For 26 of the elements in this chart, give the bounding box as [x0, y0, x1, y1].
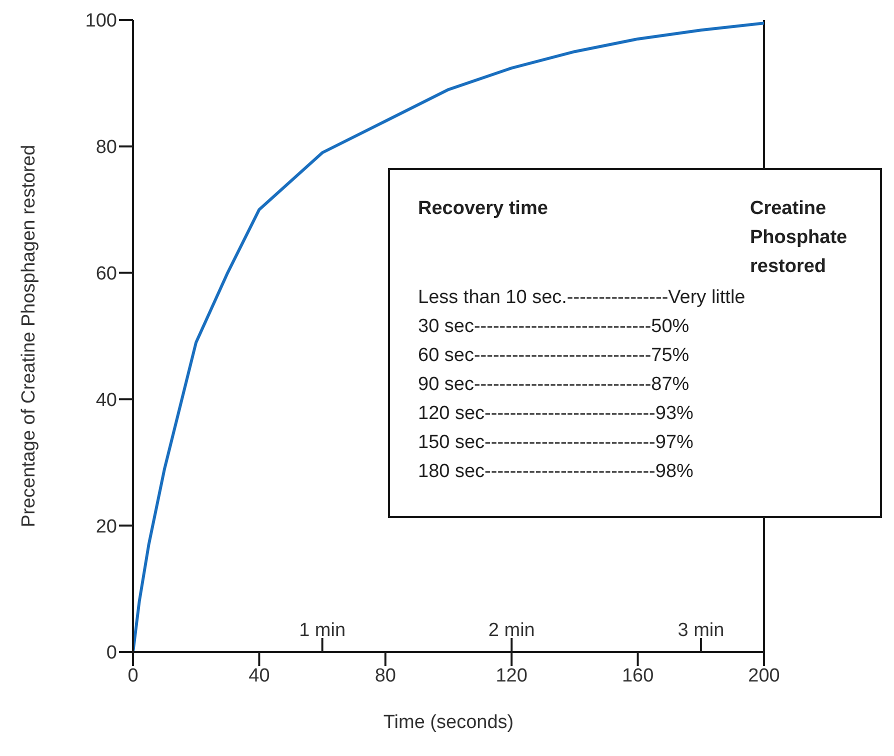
annotation: 60 sec----------------------------75% [418, 344, 690, 368]
x-axis-title: Time (seconds) [383, 712, 514, 733]
annotation: Less than 10 sec.----------------Very little [418, 286, 746, 310]
x2-tick-label: 1 min [299, 620, 346, 641]
annotation: 30 sec----------------------------50% [418, 315, 690, 339]
annotation: 90 sec----------------------------87% [418, 373, 690, 397]
x-tick-label: 40 [248, 665, 270, 686]
y-tick-label: 20 [96, 516, 117, 538]
x2-tick-label: 3 min [678, 620, 724, 641]
x-tick-label: 160 [622, 665, 654, 686]
x-tick-label: 0 [128, 665, 138, 686]
y-tick-label: 80 [96, 137, 117, 158]
annotation: 120 sec---------------------------93% [418, 402, 694, 426]
x-tick-label: 80 [374, 665, 396, 686]
annotation: Creatine Phosphate restored [750, 197, 848, 279]
x-tick-label: 120 [496, 665, 528, 686]
y-tick-label: 0 [106, 642, 117, 664]
y-axis-title: Precentage of Creatine Phosphagen restored [18, 144, 40, 528]
annotation: 180 sec---------------------------98% [418, 460, 694, 484]
annotation: 150 sec---------------------------97% [418, 431, 694, 455]
x2-tick-label: 2 min [488, 620, 535, 641]
y-tick-label: 100 [85, 10, 117, 32]
annotation: Recovery time [418, 197, 549, 221]
y-tick-label: 40 [96, 390, 117, 411]
y-tick-label: 60 [96, 264, 117, 285]
x-tick-label: 200 [748, 665, 780, 686]
